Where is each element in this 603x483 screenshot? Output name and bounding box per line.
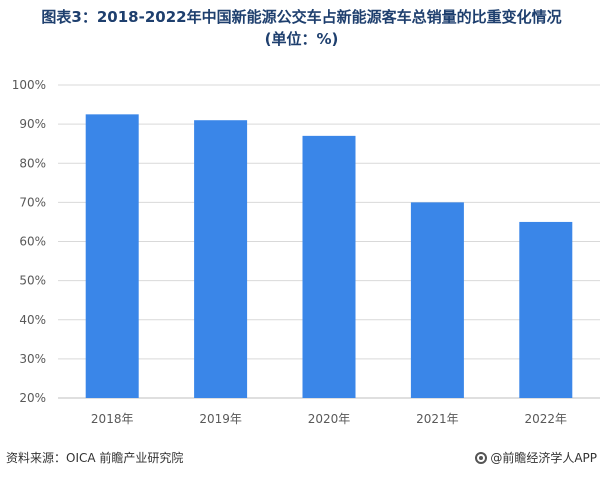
bars (85, 114, 573, 399)
brand-credit-text: @前瞻经济学人APP (490, 451, 597, 465)
x-tick-label: 2020年 (308, 412, 351, 426)
x-axis-tick-labels: 2018年 2019年 2020年 2021年 2022年 (91, 412, 567, 426)
y-tick-label: 20% (19, 391, 46, 405)
y-tick-label: 50% (19, 274, 46, 288)
bar-2018年 (85, 114, 139, 398)
y-axis-tick-labels: 20% 30% 40% 50% 60% 70% 80% 90% 100% (12, 78, 46, 405)
y-tick-label: 100% (12, 78, 46, 92)
chart-title: 图表3：2018-2022年中国新能源公交车占新能源客车总销量的比重变化情况 (… (0, 6, 603, 50)
x-tick-label: 2018年 (91, 412, 134, 426)
y-tick-label: 30% (19, 352, 46, 366)
chart-title-line-1: 图表3：2018-2022年中国新能源公交车占新能源客车总销量的比重变化情况 (41, 8, 562, 26)
bar-2019年 (194, 120, 248, 399)
y-tick-label: 60% (19, 235, 46, 249)
y-tick-label: 70% (19, 195, 46, 209)
y-tick-label: 80% (19, 156, 46, 170)
x-tick-label: 2022年 (525, 412, 568, 426)
source-note: 资料来源：OICA 前瞻产业研究院 (6, 451, 184, 465)
bar-2021年 (410, 202, 464, 398)
brand-logo-icon (475, 452, 488, 464)
x-tick-label: 2019年 (199, 412, 242, 426)
chart-title-unit: (单位：%) (264, 30, 339, 48)
brand-credit: @前瞻经济学人APP (475, 450, 597, 466)
y-tick-label: 90% (19, 117, 46, 131)
y-tick-label: 40% (19, 313, 46, 327)
bar-2020年 (302, 135, 356, 399)
x-tick-label: 2021年 (416, 412, 459, 426)
bar-2022年 (519, 221, 573, 398)
